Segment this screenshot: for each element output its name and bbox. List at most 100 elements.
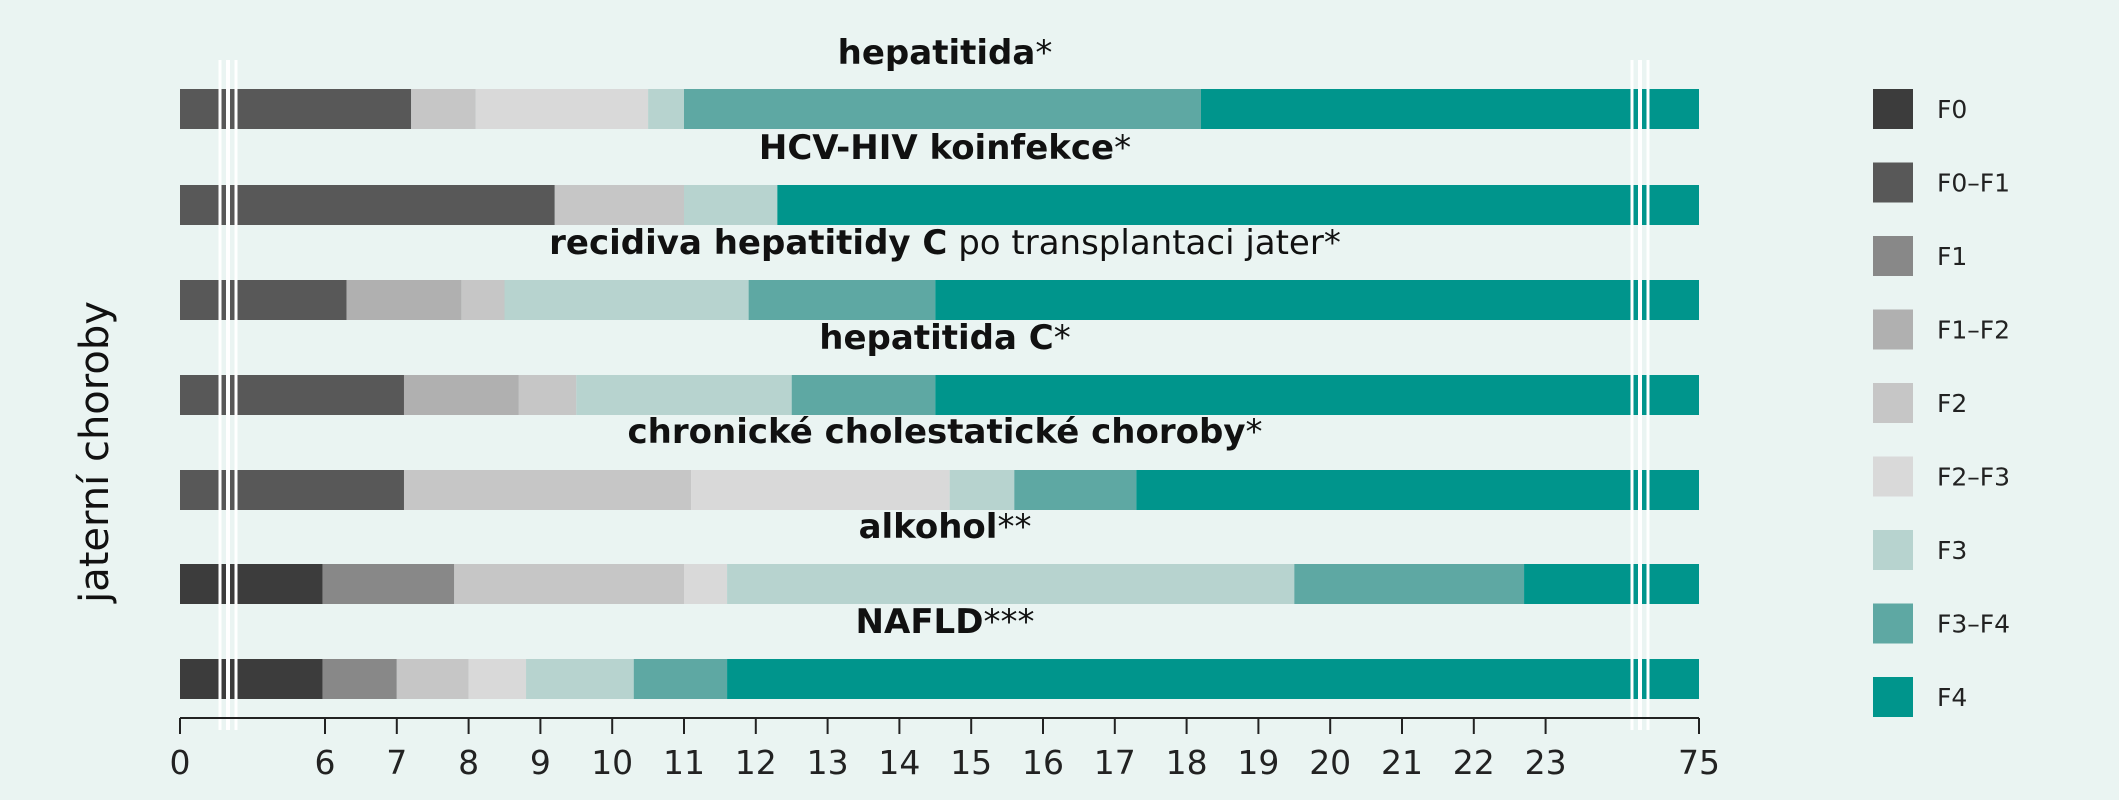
x-tick-label: 21 xyxy=(1381,743,1423,782)
legend-swatch xyxy=(1873,162,1913,203)
bar-row: recidiva hepatitidy C po transplantaci j… xyxy=(180,223,1699,320)
legend-swatch xyxy=(1873,456,1913,497)
legend-swatch xyxy=(1873,236,1913,276)
legend: F0 F0–F1 F1 F1–F2 F2 F2–F3 F3 F3–F4 F4 xyxy=(1873,89,2010,717)
bars-layer: hepatitida* HCV-HIV koinfekce*recidiva he… xyxy=(180,33,1699,699)
bar-row: HCV-HIV koinfekce* xyxy=(180,128,1699,225)
bar-segment xyxy=(1294,564,1525,604)
bar-segment xyxy=(633,659,728,699)
legend-item: F1 xyxy=(1873,236,1967,276)
x-axis: 0 6 7 8 9 10 11 12 13 14 15 16 17 18 19 20 21 22 23 75 xyxy=(170,717,1720,782)
legend-label: F1 xyxy=(1937,242,1967,271)
x-tick-label: 20 xyxy=(1309,743,1351,782)
x-tick-label: 75 xyxy=(1678,743,1720,782)
bar-row: hepatitida C* xyxy=(180,318,1699,415)
bar-segment xyxy=(935,280,1699,320)
bar-segment xyxy=(403,470,692,510)
legend-label: F4 xyxy=(1937,683,1967,712)
x-tick-label: 19 xyxy=(1237,743,1279,782)
legend-swatch xyxy=(1873,530,1913,570)
bar-segment xyxy=(411,89,476,129)
bar-row-title: alkohol** xyxy=(859,507,1032,547)
legend-item: F3–F4 xyxy=(1873,603,2010,644)
bar-segment xyxy=(180,185,555,225)
x-tick-label: 14 xyxy=(878,743,920,782)
legend-label: F2–F3 xyxy=(1937,463,2010,492)
bar-segment xyxy=(684,185,778,225)
legend-swatch xyxy=(1873,383,1913,423)
legend-item: F4 xyxy=(1873,677,1967,717)
bar-segment xyxy=(691,470,950,510)
bar-segment xyxy=(396,659,469,699)
x-tick-label: 16 xyxy=(1022,743,1064,782)
x-tick-label: 8 xyxy=(458,743,479,782)
bar-segment xyxy=(454,564,684,604)
legend-label: F3 xyxy=(1937,536,1967,565)
axis-break-mark xyxy=(218,60,238,730)
bar-segment xyxy=(748,280,936,320)
bar-segment xyxy=(727,659,1699,699)
bar-row-title: hepatitida* xyxy=(838,33,1053,73)
legend-swatch xyxy=(1873,603,1913,644)
bar-segment xyxy=(518,375,577,415)
x-tick-label: 7 xyxy=(386,743,407,782)
bar-segment xyxy=(322,659,397,699)
bar-segment xyxy=(648,89,684,129)
bar-row: chronické cholestatické choroby* xyxy=(180,412,1699,510)
bar-segment xyxy=(1136,470,1699,510)
bar-segment xyxy=(576,375,792,415)
bar-segment xyxy=(180,470,404,510)
title-bold-part: chronické cholestatické choroby xyxy=(628,412,1246,452)
title-normal-part: po transplantaci jater xyxy=(947,223,1323,263)
bar-row-title: chronické cholestatické choroby* xyxy=(628,412,1263,452)
bar-segment xyxy=(1524,564,1699,604)
bar-segment xyxy=(403,375,519,415)
x-tick-label: 18 xyxy=(1166,743,1208,782)
x-tick-label: 22 xyxy=(1453,743,1495,782)
bar-segment xyxy=(322,564,455,604)
bar-row-title: recidiva hepatitidy C po transplantaci j… xyxy=(549,223,1341,263)
bar-segment xyxy=(684,564,728,604)
bar-row-title: hepatitida C* xyxy=(819,318,1070,358)
bar-segment xyxy=(526,659,634,699)
legend-item: F0 xyxy=(1873,89,1967,129)
bar-segment xyxy=(935,375,1699,415)
x-tick-label: 23 xyxy=(1525,743,1567,782)
title-bold-part: alkohol xyxy=(859,507,998,547)
bar-segment xyxy=(475,89,649,129)
x-tick-label: 17 xyxy=(1094,743,1136,782)
title-significance-mark: * xyxy=(1035,33,1052,73)
legend-swatch xyxy=(1873,309,1913,350)
legend-item: F2 xyxy=(1873,383,1967,423)
bar-row: alkohol** xyxy=(180,507,1699,604)
bar-segment xyxy=(180,564,323,604)
x-tick-label: 12 xyxy=(735,743,777,782)
legend-item: F2–F3 xyxy=(1873,456,2010,497)
legend-label: F3–F4 xyxy=(1937,610,2010,639)
bar-segment xyxy=(727,564,1295,604)
bar-segment xyxy=(791,375,936,415)
title-significance-mark: ** xyxy=(997,507,1031,547)
bar-row-title: NAFLD*** xyxy=(856,602,1035,642)
bar-segment xyxy=(180,280,347,320)
title-bold-part: hepatitida C xyxy=(819,318,1053,358)
x-tick-label: 11 xyxy=(663,743,705,782)
legend-label: F0 xyxy=(1937,95,1967,124)
bar-segment xyxy=(180,375,404,415)
x-tick-label: 13 xyxy=(807,743,849,782)
legend-swatch xyxy=(1873,677,1913,717)
bar-segment xyxy=(1014,470,1137,510)
bar-segment xyxy=(346,280,462,320)
legend-label: F1–F2 xyxy=(1937,316,2010,345)
bar-segment xyxy=(180,89,412,129)
bar-segment xyxy=(504,280,749,320)
title-bold-part: hepatitida xyxy=(838,33,1036,73)
title-bold-part: recidiva hepatitidy C xyxy=(549,223,947,263)
bar-segment xyxy=(554,185,684,225)
bar-row: hepatitida* xyxy=(180,33,1699,129)
bar-segment xyxy=(684,89,1201,129)
legend-item: F1–F2 xyxy=(1873,309,2010,350)
legend-label: F2 xyxy=(1937,389,1967,418)
x-tick-label: 10 xyxy=(591,743,633,782)
